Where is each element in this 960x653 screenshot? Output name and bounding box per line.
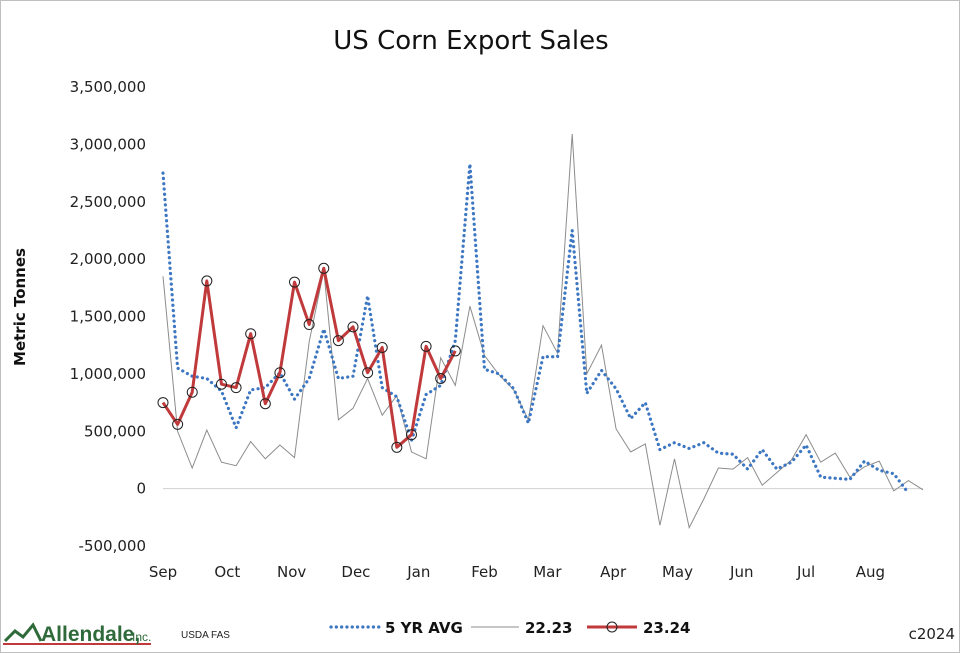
x-tick-group: Sep Oct Nov Dec Jan Feb Mar Apr May Jun Jul Aug [149,563,885,581]
data-point [201,275,213,287]
x-tick-label: Dec [341,563,370,581]
y-tick-label: -500,000 [79,537,146,555]
data-point [172,418,184,430]
x-tick-label: Nov [277,563,306,581]
series-line [161,266,457,449]
data-point [274,367,286,379]
legend: 5 YR AVG 22.23 23.24 [329,619,690,637]
legend-marker [606,621,618,633]
y-tick-label: 1,000,000 [70,365,146,383]
legend-label: 5 YR AVG [385,619,463,637]
logo-mark-icon [3,622,43,643]
data-point [259,398,271,410]
series-line [161,163,911,495]
logo-inc: Inc. [132,630,151,644]
x-tick-label: Jul [796,563,815,581]
logo-text: Allendale, [41,623,140,646]
data-point [362,367,374,379]
x-tick-label: Mar [533,563,562,581]
y-tick-label: 2,500,000 [70,193,146,211]
x-tick-label: Apr [600,563,627,581]
series-line [162,133,924,530]
x-tick-label: May [662,563,693,581]
chart-title: US Corn Export Sales [333,26,608,56]
data-point [215,378,227,390]
data-point [303,319,315,331]
data-point [245,328,257,340]
series-layer [157,133,924,530]
x-tick-label: Jan [406,563,430,581]
x-tick-label: Jun [729,563,753,581]
chart-code: c2024 [909,625,955,643]
data-point [391,441,403,453]
x-tick-label: Aug [856,563,885,581]
data-point [332,335,344,347]
y-tick-group: 3,500,000 3,000,000 2,500,000 2,000,000 1,50… [70,78,923,555]
x-tick-label: Sep [149,563,177,581]
data-point [347,321,359,333]
data-point [289,276,301,288]
data-point [157,397,169,409]
y-tick-label: 3,500,000 [70,78,146,96]
data-point [230,382,242,394]
source-text: USDA FAS [181,630,230,641]
data-point [186,386,198,398]
legend-label: 22.23 [525,619,572,637]
x-tick-label: Oct [214,563,240,581]
y-tick-label: 500,000 [84,422,146,440]
data-point [376,341,388,353]
data-point [449,345,461,357]
x-tick-label: Feb [471,563,498,581]
y-tick-label: 1,500,000 [70,308,146,326]
data-point [318,262,330,274]
y-tick-label: 2,000,000 [70,250,146,268]
y-tick-label: 3,000,000 [70,135,146,153]
data-point [405,429,417,441]
y-axis-label: Metric Tonnes [11,248,29,366]
data-point [435,372,447,384]
legend-label: 23.24 [643,619,690,637]
data-point [420,340,432,352]
y-tick-label: 0 [136,480,146,498]
allendale-logo: Allendale, Inc. [3,622,151,646]
